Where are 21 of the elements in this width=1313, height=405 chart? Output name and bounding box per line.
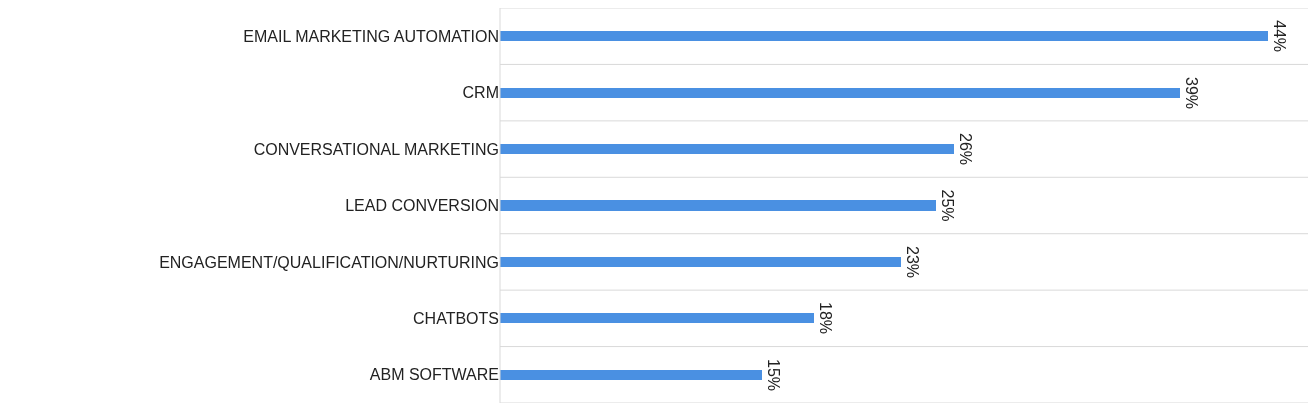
data-label: 15% xyxy=(765,358,782,392)
y-tick-label: ENGAGEMENT/QUALIFICATION/NURTURING xyxy=(159,253,499,271)
bar xyxy=(500,31,1268,41)
y-tick-label: CRM xyxy=(462,84,499,102)
bar xyxy=(500,313,814,323)
data-label: 44% xyxy=(1271,19,1288,53)
data-label: 23% xyxy=(904,245,921,279)
bar xyxy=(500,88,1180,98)
y-tick-label: EMAIL MARKETING AUTOMATION xyxy=(243,27,499,45)
data-label: 39% xyxy=(1183,76,1200,110)
y-tick-label: CONVERSATIONAL MARKETING xyxy=(253,140,499,158)
bar xyxy=(500,144,954,154)
data-label: 26% xyxy=(957,132,974,166)
data-label: 18% xyxy=(817,301,834,335)
data-label: 25% xyxy=(939,189,956,222)
y-tick-label: CHATBOTS xyxy=(413,309,499,327)
y-tick-label: ABM SOFTWARE xyxy=(369,366,499,384)
bar xyxy=(500,370,762,380)
bar xyxy=(500,200,936,211)
bar xyxy=(500,257,901,267)
y-tick-label: LEAD CONVERSION xyxy=(345,197,499,215)
